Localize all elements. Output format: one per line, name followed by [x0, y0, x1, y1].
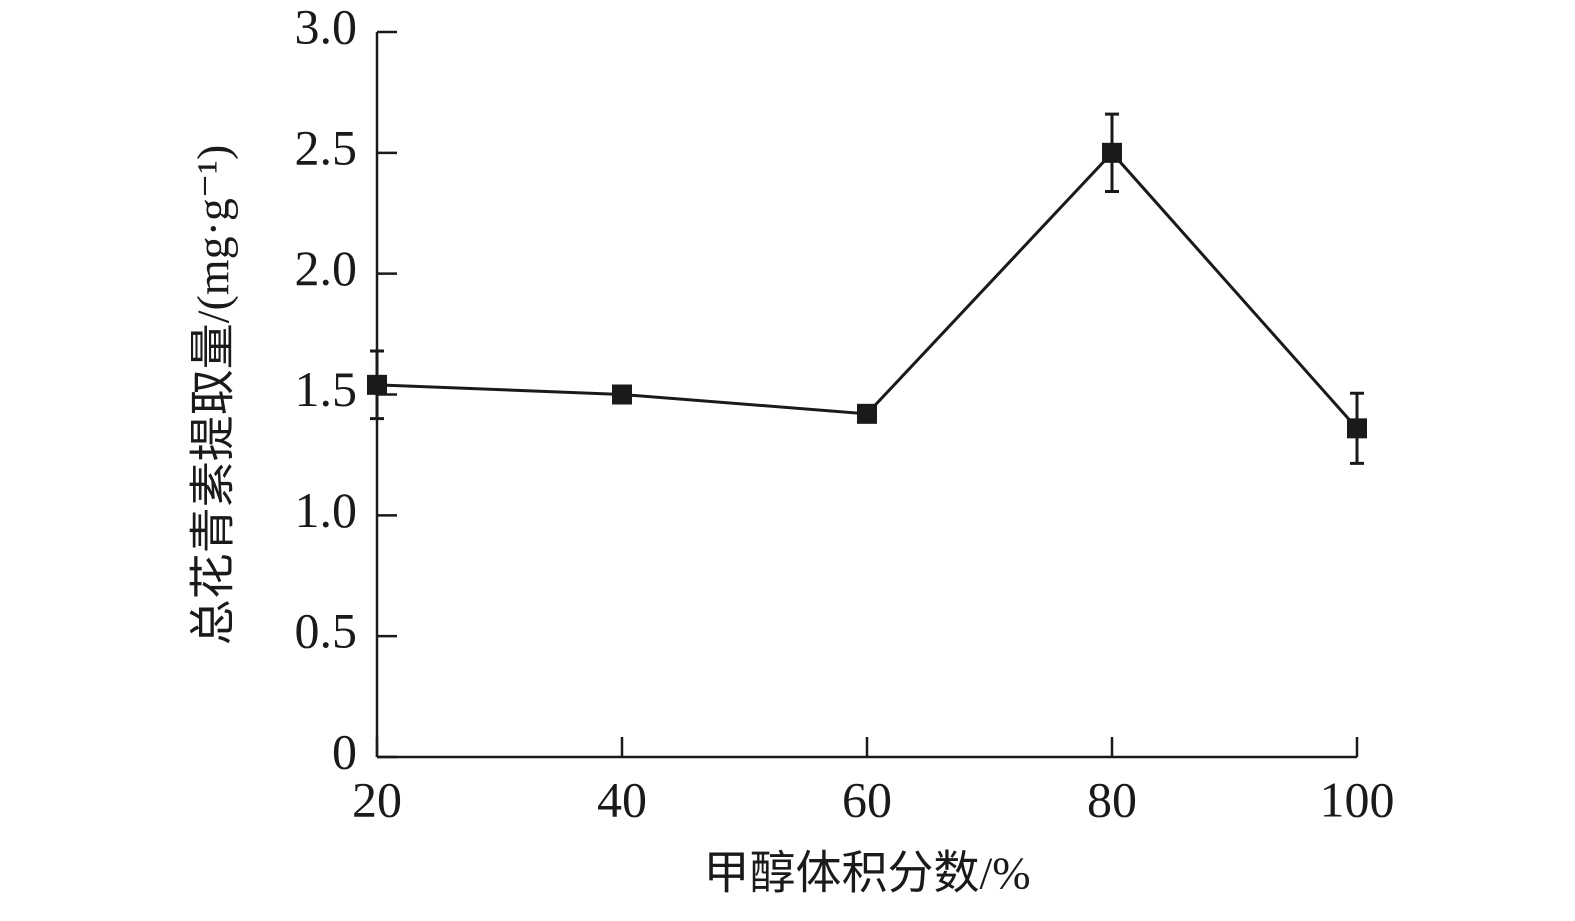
- x-axis-label: 甲醇体积分数/%: [703, 848, 1030, 899]
- x-tick-label: 20: [352, 771, 402, 827]
- y-tick-label: 3.0: [295, 0, 358, 54]
- y-tick-label: 0.5: [295, 603, 358, 659]
- y-tick-label: 1.0: [295, 482, 358, 538]
- x-tick-label: 40: [597, 771, 647, 827]
- y-axis-label: 总花青素提取量/(mg·g⁻¹): [188, 145, 239, 646]
- x-tick-label: 60: [842, 771, 892, 827]
- data-line: [376, 150, 1359, 430]
- x-tick-label: 80: [1087, 771, 1137, 827]
- y-tick-label: 2.5: [295, 119, 358, 175]
- marker: [367, 374, 387, 395]
- marker: [612, 384, 632, 405]
- y-tick-label: 1.5: [295, 361, 358, 417]
- marker: [1102, 142, 1122, 163]
- x-tick-label: 100: [1320, 771, 1395, 827]
- y-tick-label: 0: [332, 723, 357, 779]
- marker: [1347, 418, 1367, 439]
- y-tick-label: 2.0: [295, 240, 358, 296]
- marker: [857, 403, 877, 424]
